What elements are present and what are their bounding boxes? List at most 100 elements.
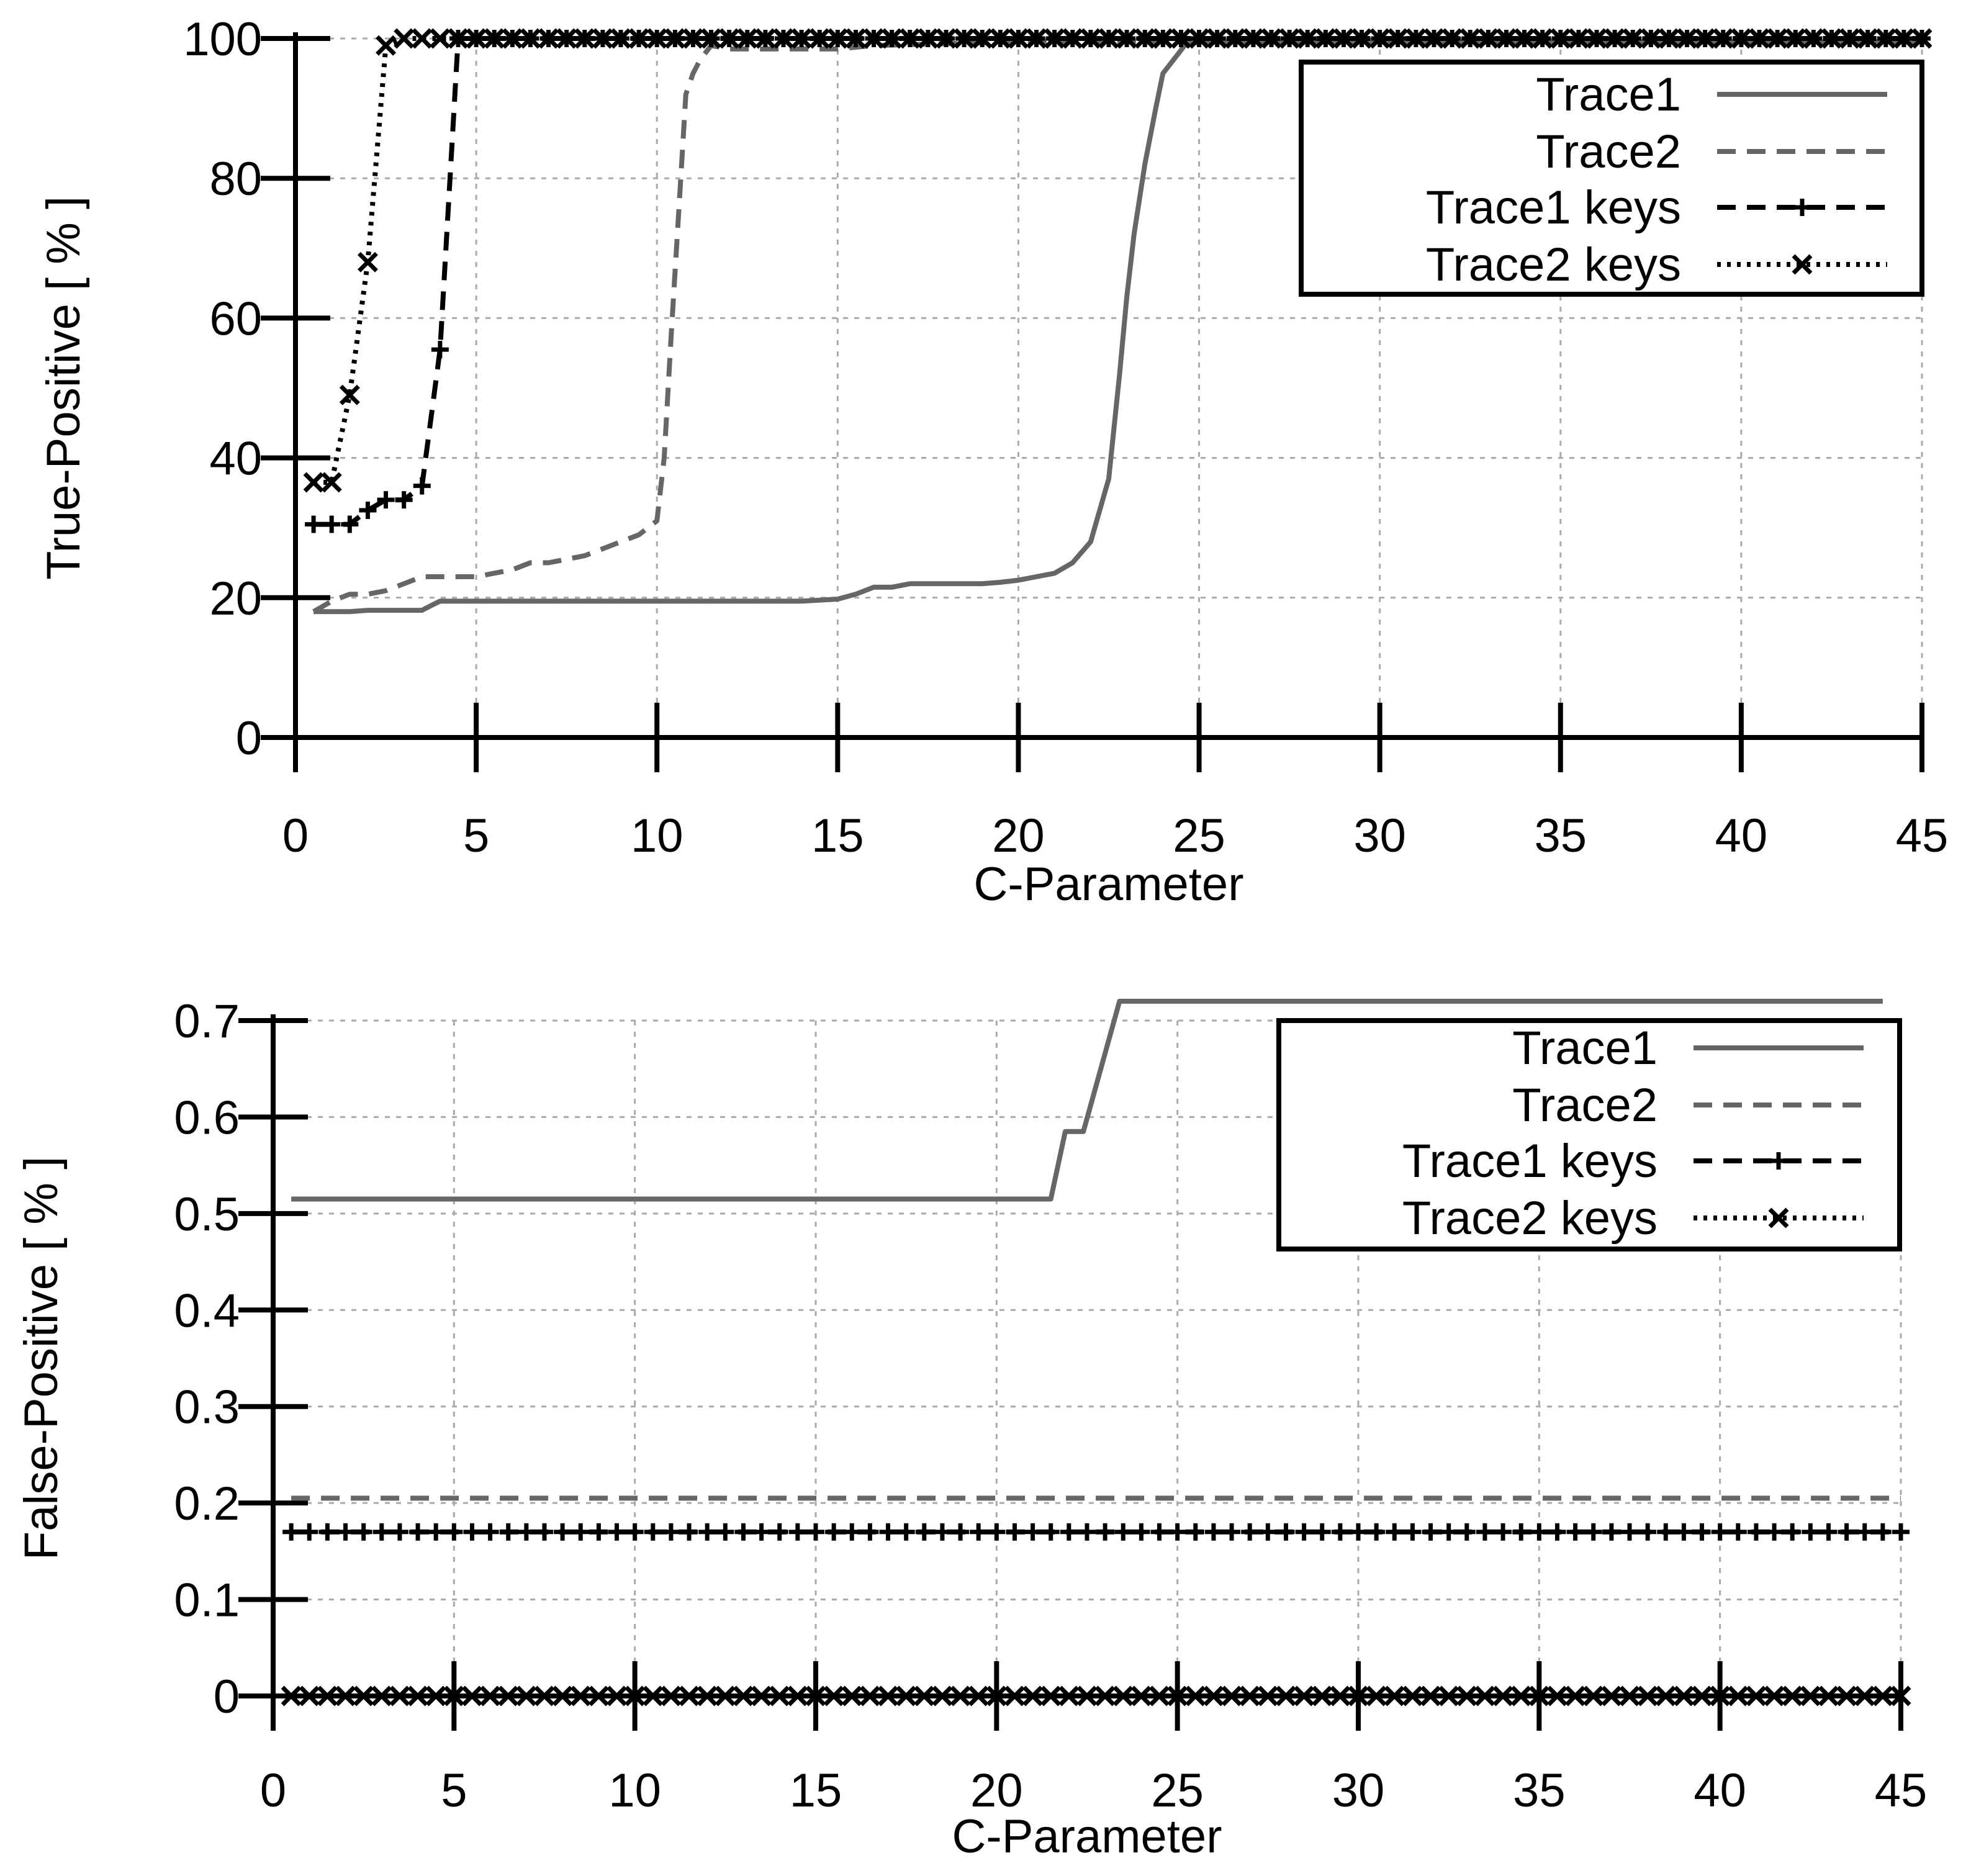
data-point <box>1279 28 1300 49</box>
data-point <box>625 1685 646 1707</box>
data-point <box>1602 1523 1620 1541</box>
data-point <box>1331 1523 1349 1541</box>
data-point <box>970 1523 988 1541</box>
y-tick-label: 40 <box>209 433 262 485</box>
data-point <box>376 35 397 56</box>
data-point <box>1911 28 1933 49</box>
data-point <box>1675 1523 1693 1541</box>
data-point <box>1350 1523 1367 1541</box>
data-point <box>1639 1523 1657 1541</box>
data-point <box>281 1685 302 1707</box>
data-point <box>1369 28 1391 49</box>
data-point <box>1168 1523 1186 1541</box>
data-point <box>516 1685 537 1707</box>
data-point <box>805 1685 826 1707</box>
data-point <box>1150 1523 1168 1541</box>
data-point <box>809 28 830 49</box>
data-point <box>481 1523 499 1541</box>
data-point <box>339 384 360 405</box>
data-point <box>1640 28 1661 49</box>
data-point <box>1890 1685 1911 1707</box>
data-point <box>608 1523 626 1541</box>
data-point <box>1839 28 1860 49</box>
data-point <box>336 1523 354 1541</box>
data-point <box>1368 1523 1386 1541</box>
data-point <box>445 1523 463 1541</box>
data-point <box>1024 1523 1042 1541</box>
series-trace2-keys <box>281 1685 1911 1707</box>
data-point <box>1836 1685 1857 1707</box>
x-tick-label: 25 <box>1151 1764 1204 1817</box>
data-point <box>371 1685 392 1707</box>
data-point <box>534 1685 555 1707</box>
data-point <box>1386 1523 1404 1541</box>
data-point <box>733 1685 754 1707</box>
data-point <box>1785 28 1806 49</box>
data-point <box>1313 1523 1331 1541</box>
data-point <box>1387 28 1409 49</box>
data-point <box>1601 1685 1622 1707</box>
y-tick-label: 0 <box>236 712 262 765</box>
data-point <box>394 28 415 49</box>
data-point <box>517 1523 535 1541</box>
data-point <box>1351 28 1373 49</box>
data-point <box>300 1523 318 1541</box>
data-point <box>1152 28 1173 49</box>
data-point <box>1297 28 1318 49</box>
series-trace1-keys <box>282 1523 1910 1541</box>
data-point <box>1294 1685 1315 1707</box>
y-tick-label: 60 <box>209 292 262 345</box>
data-point <box>896 1685 917 1707</box>
x-tick-label: 5 <box>441 1764 467 1817</box>
data-point <box>1261 28 1282 49</box>
data-point <box>646 28 667 49</box>
data-point <box>1477 28 1499 49</box>
series-line <box>291 998 1883 1202</box>
data-point <box>463 1523 481 1541</box>
legend-label: Trace2 <box>1536 125 1681 178</box>
data-point <box>827 28 848 49</box>
data-point <box>1189 28 1210 49</box>
data-point <box>1658 28 1679 49</box>
data-point <box>317 1685 338 1707</box>
data-point <box>1495 28 1517 49</box>
y-tick-label: 0.4 <box>174 1284 240 1337</box>
data-point <box>1857 28 1879 49</box>
data-point <box>1713 28 1734 49</box>
data-point <box>1673 1685 1694 1707</box>
data-point <box>900 28 921 49</box>
data-point <box>431 341 449 359</box>
data-point <box>1856 1523 1874 1541</box>
x-tick-label: 30 <box>1332 1764 1385 1817</box>
data-point <box>1746 1685 1767 1707</box>
data-point <box>1784 1523 1802 1541</box>
x-tick-label: 20 <box>970 1764 1023 1817</box>
data-point <box>1080 28 1101 49</box>
data-point <box>1259 1523 1277 1541</box>
data-point <box>1114 1523 1132 1541</box>
series-trace2-keys <box>303 28 1933 493</box>
data-point <box>679 1685 700 1707</box>
y-tick-label: 100 <box>183 13 262 66</box>
data-point <box>1749 28 1770 49</box>
data-point <box>697 1685 718 1707</box>
series-trace1 <box>291 998 1883 1202</box>
data-point <box>538 28 559 49</box>
data-point <box>1440 1523 1458 1541</box>
data-point <box>1348 1685 1369 1707</box>
data-point <box>1204 1523 1222 1541</box>
data-point <box>698 1523 716 1541</box>
data-point <box>1711 1523 1729 1541</box>
data-point <box>1731 28 1752 49</box>
data-point <box>1040 1685 1062 1707</box>
data-point <box>1149 1685 1170 1707</box>
data-point <box>628 28 649 49</box>
y-tick-label: 0 <box>214 1671 240 1723</box>
data-point <box>570 1685 591 1707</box>
y-tick-label: 0.2 <box>174 1477 240 1530</box>
data-point <box>932 1685 953 1707</box>
data-point <box>341 515 359 533</box>
